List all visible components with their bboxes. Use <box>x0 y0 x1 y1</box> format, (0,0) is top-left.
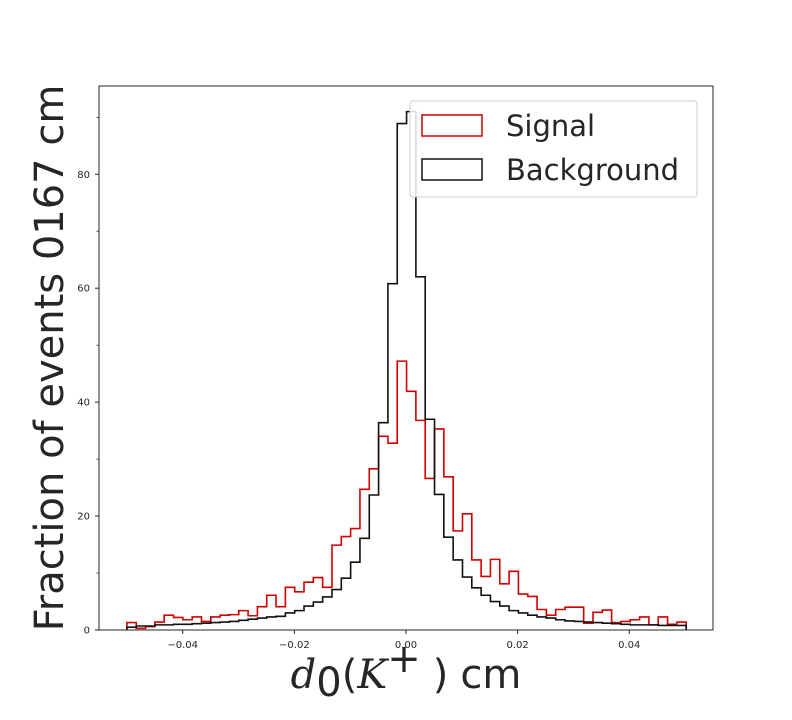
series-signal-step <box>126 360 688 630</box>
y-tick-label: 40 <box>77 398 90 409</box>
x-label-superscript: + <box>387 636 421 682</box>
x-label-open-paren: ( <box>342 652 358 698</box>
legend-swatch-signal <box>421 114 483 137</box>
y-tick-label: 60 <box>77 284 90 295</box>
series-background-step <box>126 110 688 630</box>
x-tick-label: −0.04 <box>167 640 198 651</box>
x-label-particle: K <box>356 652 389 698</box>
x-label-close-paren: ) <box>433 652 449 698</box>
legend-swatch-background <box>421 158 483 181</box>
x-tick-label: −0.02 <box>279 640 310 651</box>
y-tick-label: 80 <box>77 170 90 181</box>
x-tick-label: 0.04 <box>618 640 640 651</box>
y-tick-label: 20 <box>77 512 90 523</box>
y-tick-label: 0 <box>84 626 90 637</box>
axis-ticks: −0.04 −0.02 0.00 0.02 0.04 0 20 40 60 80 <box>77 116 640 651</box>
x-label-symbol: d <box>291 652 317 698</box>
plot-frame <box>98 85 714 631</box>
x-label-subscript: 0 <box>316 660 341 706</box>
y-axis-label: Fraction of events 0167 cm <box>27 85 73 632</box>
legend-label-signal: Signal <box>506 109 595 143</box>
x-tick-label: 0.02 <box>507 640 529 651</box>
x-label-unit: cm <box>460 652 521 698</box>
histogram-layer <box>126 110 688 630</box>
x-axis-label: d0(K+) cm <box>291 636 522 706</box>
legend-label-background: Background <box>506 153 679 187</box>
x-tick-label: 0.00 <box>395 640 417 651</box>
legend: Signal Background <box>409 100 698 198</box>
